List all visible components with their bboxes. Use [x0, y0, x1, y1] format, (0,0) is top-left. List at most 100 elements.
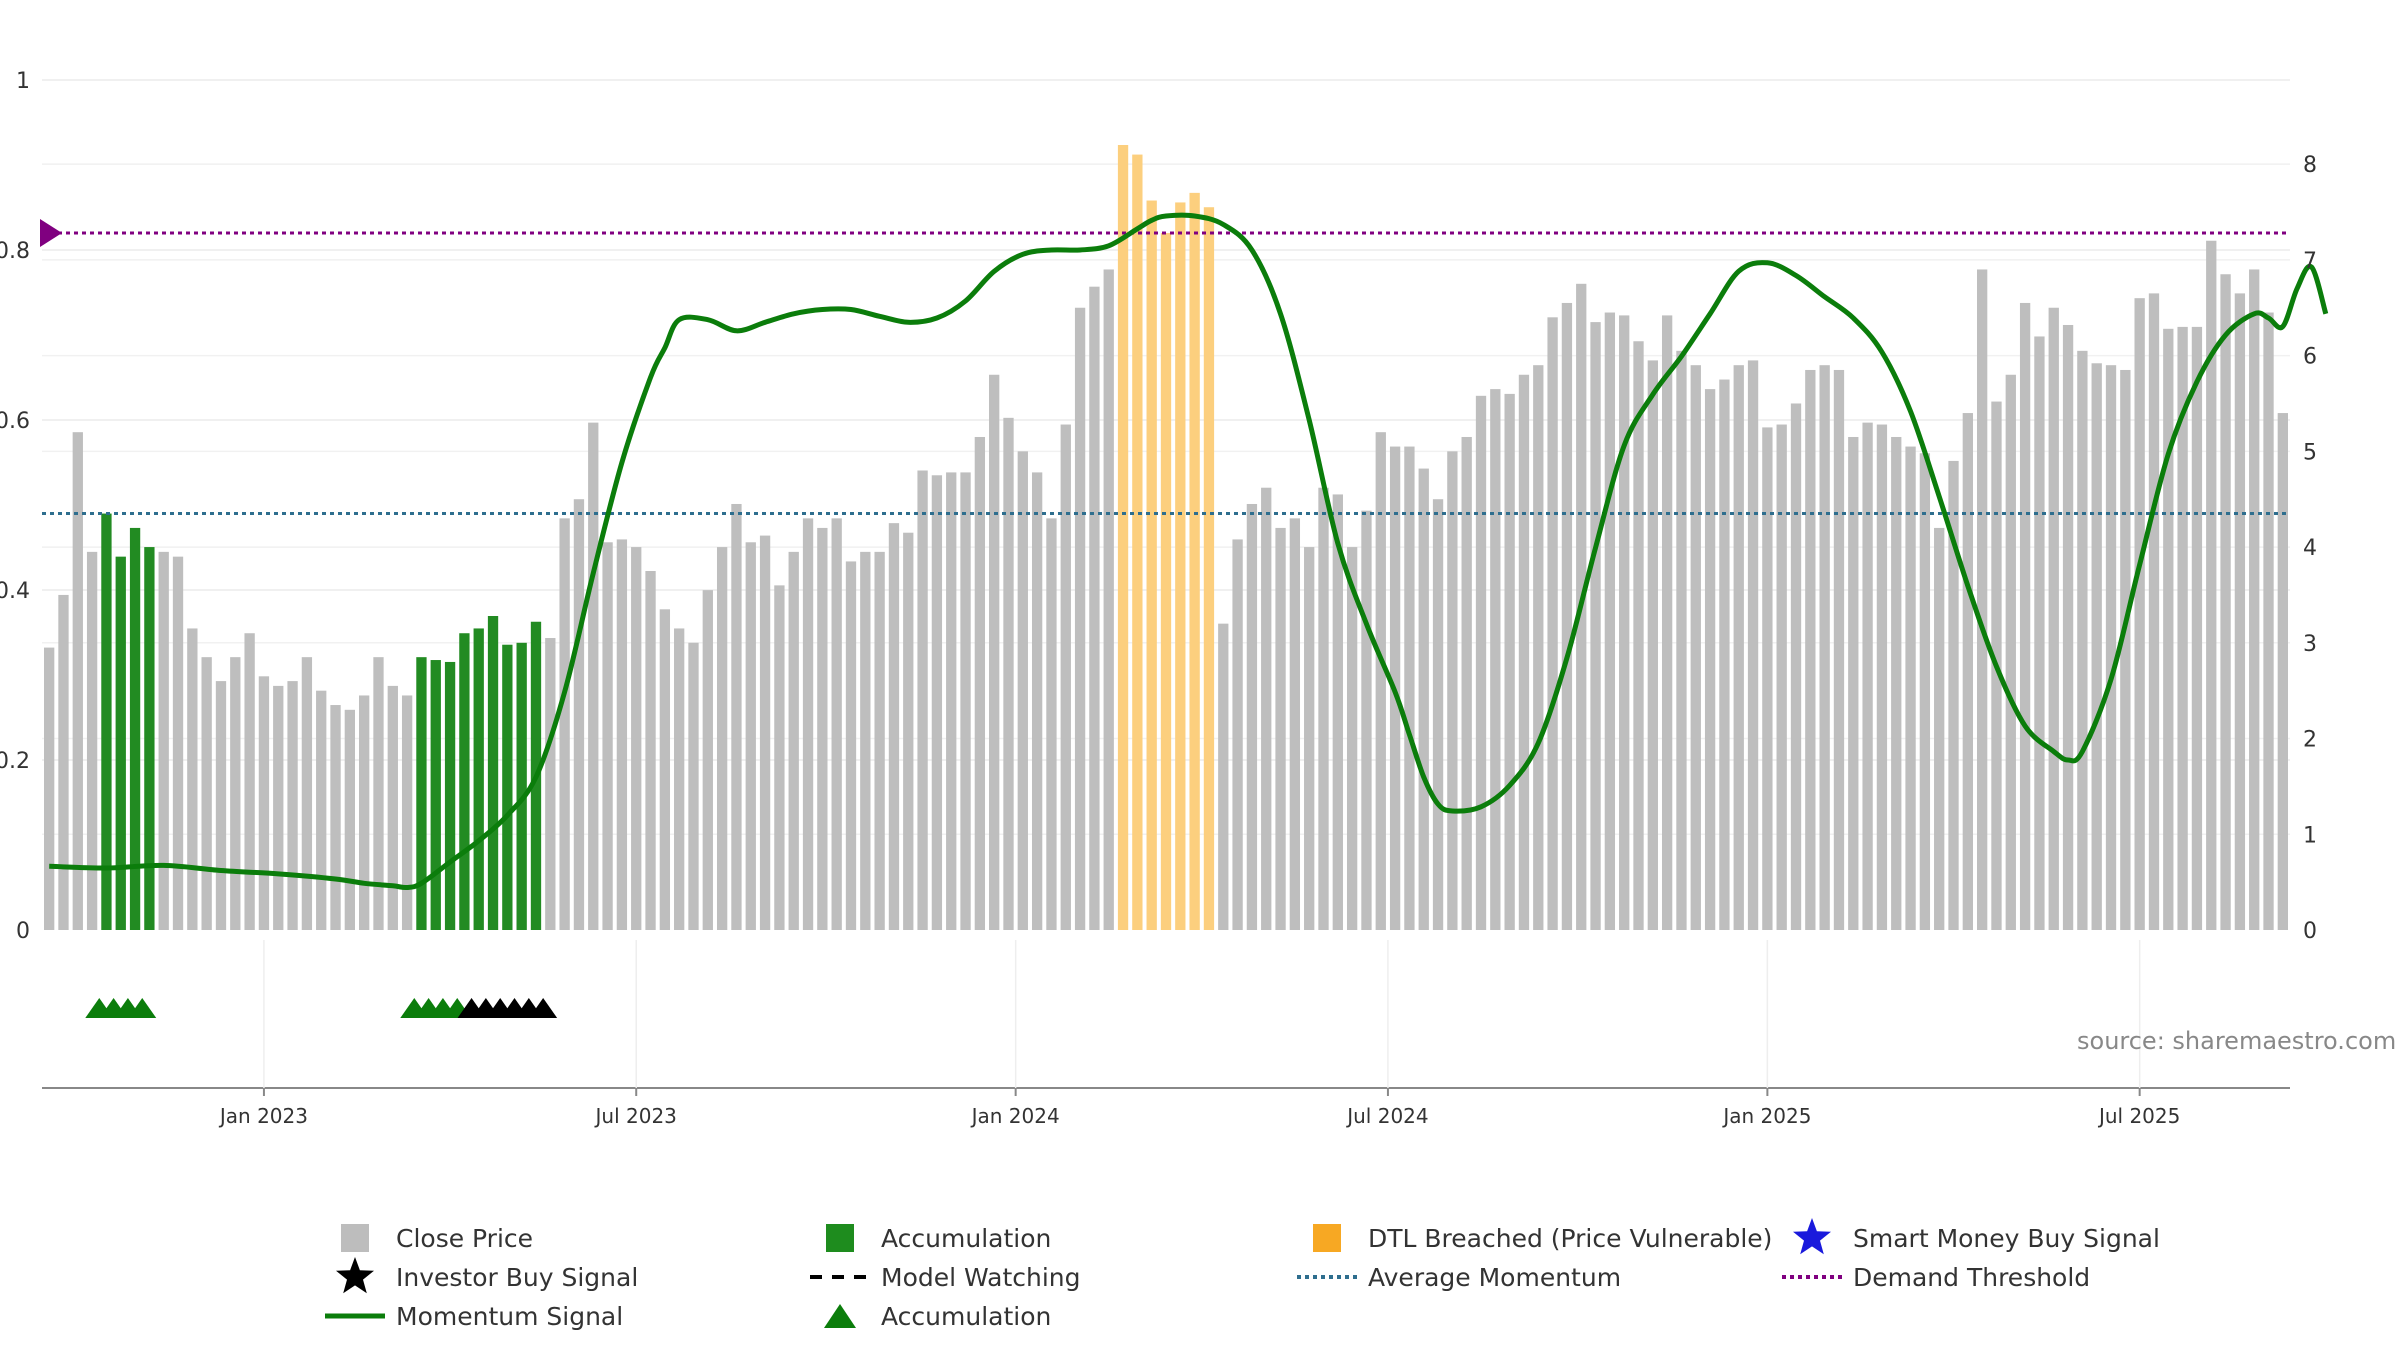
- close-price-bar: [888, 523, 900, 930]
- close-price-bar: [1518, 374, 1530, 930]
- right-axis-tick-label: 0: [2303, 919, 2317, 944]
- close-price-bar: [344, 709, 356, 930]
- close-price-bar: [172, 556, 184, 930]
- close-price-bar: [1432, 499, 1444, 930]
- dtl-breached-bar: [1189, 192, 1200, 931]
- right-axis-tick-label: 7: [2303, 249, 2317, 274]
- close-price-bar: [1690, 365, 1701, 930]
- close-price-bar: [989, 374, 1000, 930]
- close-price-bar: [659, 609, 671, 930]
- close-price-bar: [960, 472, 971, 930]
- close-price-bar: [1475, 395, 1487, 930]
- close-price-bar: [2163, 328, 2174, 930]
- close-price-bar: [1676, 350, 1687, 930]
- legend-label: Demand Threshold: [1853, 1263, 2090, 1292]
- close-price-bar: [1547, 317, 1558, 930]
- close-price-bar: [716, 547, 728, 930]
- close-price-bar: [2048, 307, 2059, 930]
- close-price-bar: [1747, 360, 1759, 930]
- close-price-bar: [187, 628, 198, 930]
- close-price-bar: [1275, 527, 1286, 930]
- axes: 0 0.2 0.4 0.6 0.8 1 0 1 2 3 4 5 6 7 8: [0, 69, 2317, 944]
- left-axis-tick-label: 0.8: [0, 239, 30, 264]
- accumulation-bar: [444, 661, 456, 930]
- legend-label: DTL Breached (Price Vulnerable): [1368, 1224, 1772, 1253]
- x-axis-tick-label: Jan 2023: [218, 1104, 308, 1128]
- close-price-bar: [2277, 413, 2288, 930]
- close-price-bar: [1346, 547, 1358, 930]
- close-price-bar: [215, 681, 227, 930]
- right-axis-tick-label: 2: [2303, 728, 2317, 753]
- close-price-bar: [1962, 413, 1973, 930]
- close-price-bar: [273, 685, 284, 930]
- close-price-bar: [788, 551, 799, 930]
- accumulation-bar: [487, 616, 499, 930]
- close-price-bar: [559, 518, 570, 930]
- close-price-bar: [401, 695, 413, 930]
- accumulation-bar: [430, 660, 441, 930]
- close-price-bar: [1218, 623, 1229, 930]
- dtl-breached-bar: [1117, 145, 1129, 930]
- close-price-bar: [258, 676, 270, 930]
- close-price-bar: [2077, 350, 2088, 930]
- close-price-bar: [1418, 468, 1429, 930]
- close-price-bar: [72, 432, 83, 930]
- close-price-bar: [702, 590, 713, 930]
- dtl-breached-bar: [1146, 200, 1157, 930]
- close-price-bar: [602, 542, 613, 930]
- close-price-bar: [745, 542, 756, 930]
- legend-label: Accumulation: [881, 1224, 1051, 1253]
- close-price-bar: [2134, 298, 2145, 930]
- close-price-bar: [2249, 269, 2260, 930]
- legend-star-icon: [1793, 1218, 1831, 1255]
- close-price-bar: [1046, 518, 1057, 930]
- close-price-bar: [86, 551, 98, 930]
- accumulation-bar: [516, 642, 527, 930]
- close-price-bar: [1876, 424, 1888, 930]
- x-axis-tick-label: Jul 2024: [1345, 1104, 1428, 1128]
- close-price-bar: [1934, 527, 1945, 930]
- close-price-bar: [616, 539, 628, 930]
- momentum-signal: [49, 212, 2329, 891]
- close-price-bar: [1633, 341, 1644, 930]
- close-price-bar: [1776, 424, 1787, 930]
- close-price-bar: [1490, 389, 1501, 930]
- legend-label: Investor Buy Signal: [396, 1263, 638, 1292]
- close-price-bar: [1060, 424, 1071, 930]
- accumulation-bar: [144, 547, 155, 930]
- right-axis-tick-label: 6: [2303, 345, 2317, 370]
- close-price-bar: [287, 681, 298, 930]
- close-price-bar: [1719, 379, 1730, 930]
- close-price-bar: [1619, 315, 1630, 930]
- close-price-bar: [373, 657, 384, 930]
- close-price-bar: [1833, 369, 1845, 931]
- dtl-breached-bar: [1203, 207, 1215, 931]
- close-price-bar: [2005, 374, 2016, 930]
- right-axis-tick-label: 1: [2303, 823, 2317, 848]
- x-axis: Jan 2023 Jul 2023 Jan 2024 Jul 2024 Jan 2025…: [42, 940, 2290, 1128]
- accumulation-bar: [473, 628, 484, 930]
- close-price-bar: [1604, 312, 1616, 930]
- close-price-bar: [1375, 432, 1386, 930]
- close-price-bar: [1790, 403, 1802, 931]
- legend-square-icon: [1313, 1224, 1341, 1252]
- close-price-bar: [1074, 307, 1086, 930]
- legend-label: Model Watching: [881, 1263, 1081, 1292]
- close-price-bar: [2177, 326, 2188, 930]
- x-axis-tick-label: Jul 2023: [594, 1104, 677, 1128]
- close-price-bar: [545, 638, 556, 930]
- close-price-bar: [1919, 453, 1931, 930]
- close-price-bar: [802, 518, 814, 930]
- close-price-bar: [631, 547, 642, 930]
- close-price-bar: [387, 685, 398, 930]
- close-price-bar: [1862, 422, 1873, 930]
- legend: Close Price Accumulation DTL Breached (Pri…: [325, 1218, 2160, 1331]
- accumulation-bar: [502, 644, 513, 930]
- close-price-bar: [158, 551, 169, 930]
- right-axis-tick-label: 4: [2303, 536, 2317, 561]
- reference-lines: [40, 219, 2290, 515]
- close-price-bar: [316, 690, 327, 930]
- dtl-breached-bar: [1132, 154, 1143, 930]
- x-axis-tick-label: Jan 2024: [970, 1104, 1060, 1128]
- legend-label: Smart Money Buy Signal: [1853, 1224, 2160, 1253]
